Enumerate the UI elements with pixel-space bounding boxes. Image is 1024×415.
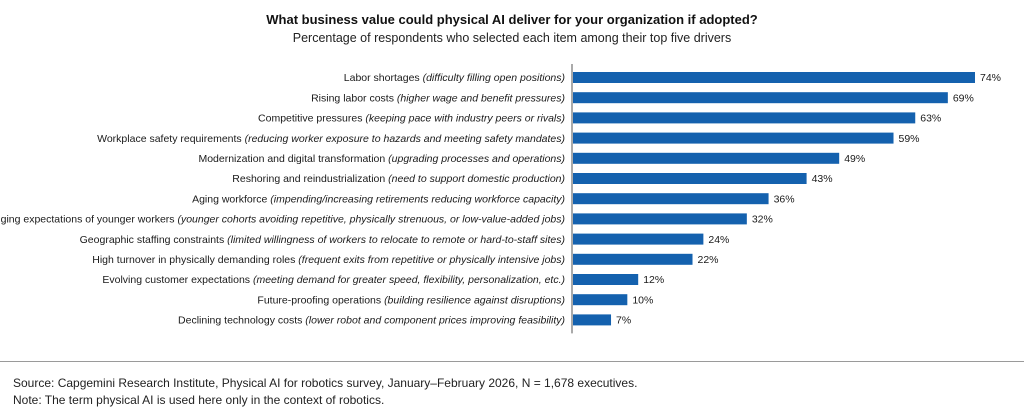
- bar: [573, 213, 747, 225]
- bar-chart: Labor shortages (difficulty filling open…: [0, 64, 1001, 334]
- category-label: Declining technology costs (lower robot …: [178, 315, 565, 327]
- value-label: 63%: [920, 113, 941, 125]
- category-label: Modernization and digital transformation…: [198, 153, 565, 165]
- bar: [573, 72, 975, 83]
- value-label: 36%: [774, 193, 795, 205]
- bar: [573, 92, 948, 104]
- value-label: 10%: [632, 294, 653, 306]
- bar: [573, 112, 916, 124]
- bars: [573, 72, 975, 326]
- value-label: 69%: [953, 92, 974, 104]
- category-label: Reshoring and reindustrialization (need …: [232, 173, 565, 185]
- chart-title: What business value could physical AI de…: [266, 12, 758, 27]
- bar: [573, 294, 628, 306]
- value-label: 43%: [812, 173, 833, 185]
- value-label: 32%: [752, 214, 773, 226]
- footer-divider: [0, 361, 1024, 362]
- category-label: Rising labor costs (higher wage and bene…: [311, 92, 565, 104]
- bar: [573, 193, 769, 205]
- bar: [573, 173, 807, 184]
- bar: [573, 274, 639, 285]
- bar: [573, 132, 894, 144]
- source-note: Source: Capgemini Research Institute, Ph…: [13, 376, 638, 390]
- bar: [573, 152, 840, 164]
- category-label: Aging workforce (impending/increasing re…: [192, 193, 565, 205]
- value-label: 12%: [643, 274, 664, 286]
- value-label: 7%: [616, 315, 631, 327]
- category-label: Competitive pressures (keeping pace with…: [258, 113, 565, 125]
- category-labels: Labor shortages (difficulty filling open…: [0, 72, 565, 326]
- term-note: Note: The term physical AI is used here …: [13, 393, 385, 407]
- category-label: Labor shortages (difficulty filling open…: [344, 72, 565, 84]
- value-label: 22%: [698, 254, 719, 266]
- category-label: Changing expectations of younger workers…: [0, 214, 565, 226]
- category-label: Workplace safety requirements (reducing …: [97, 133, 565, 145]
- category-label: Future-proofing operations (building res…: [257, 294, 565, 306]
- value-label: 74%: [980, 72, 1001, 84]
- chart-subtitle: Percentage of respondents who selected e…: [292, 31, 732, 45]
- category-label: Evolving customer expectations (meeting …: [102, 274, 565, 286]
- value-label: 24%: [708, 234, 729, 246]
- category-label: Geographic staffing constraints (limited…: [80, 234, 565, 246]
- bar: [573, 253, 693, 265]
- bar: [573, 233, 704, 245]
- value-label: 59%: [899, 133, 920, 145]
- value-labels: 74% 69% 63%59% 49% 43% 36%32% 24% 22% 12% 10%7%: [616, 72, 1001, 326]
- category-label: High turnover in physically demanding ro…: [92, 254, 565, 266]
- bar: [573, 314, 612, 326]
- value-label: 49%: [844, 153, 865, 165]
